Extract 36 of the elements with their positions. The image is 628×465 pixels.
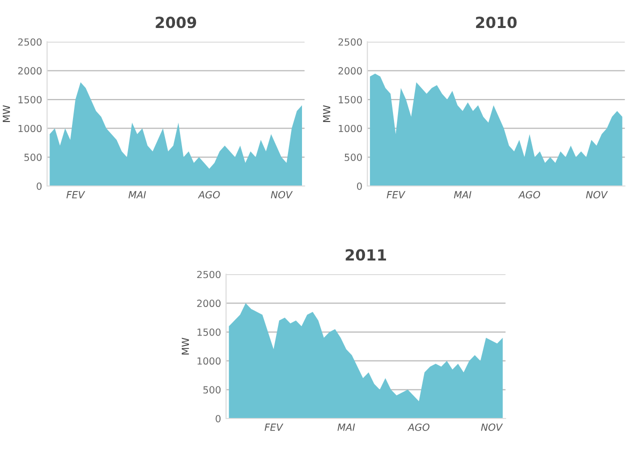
x-tick-label: FEV [386,191,406,198]
y-tick-label: 2500 [338,38,362,46]
x-tick-label: AGO [198,191,220,198]
y-tick-label: 1000 [18,124,42,132]
y-tick-label: 1500 [198,328,221,336]
y-tick-label: 2500 [18,38,42,46]
x-tick-label: MAI [338,424,355,431]
y-tick-label: 500 [344,154,362,161]
y-tick-label: 0 [36,182,42,190]
x-tick-label: FEV [66,191,86,198]
y-axis-title: MW [182,338,189,354]
x-tick-label: AGO [518,191,540,198]
y-tick-label: 500 [24,154,42,161]
x-tick-label: NOV [270,191,293,198]
y-tick-label: 1000 [198,357,221,365]
chart-title: 2010 [476,16,517,28]
y-tick-label: 2500 [197,270,221,278]
x-tick-label: AGO [407,424,430,431]
y-tick-label: 0 [216,414,221,422]
y-tick-label: 1000 [338,124,362,132]
chart-title: 2009 [156,16,196,28]
y-tick-label: 1500 [18,96,42,104]
y-tick-label: 1500 [338,96,362,104]
x-tick-label: NOV [481,424,503,431]
y-tick-label: 2000 [197,300,221,308]
y-tick-label: 500 [203,386,221,394]
y-tick-label: 2000 [338,67,362,75]
x-tick-label: FEV [264,424,284,431]
chart-title: 2011 [346,249,386,261]
x-tick-label: MAI [454,191,472,198]
y-axis-title: MW [323,105,330,122]
x-tick-label: MAI [128,191,146,198]
y-axis-title: MW [2,105,10,122]
x-tick-label: NOV [586,191,608,198]
y-tick-label: 2000 [18,67,42,75]
y-tick-label: 0 [356,182,362,190]
